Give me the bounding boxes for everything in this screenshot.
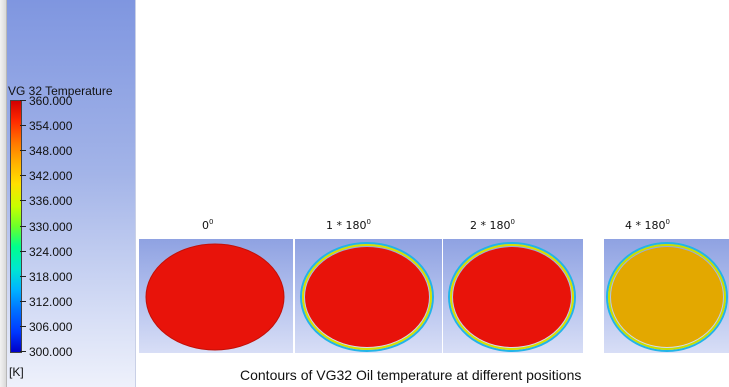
legend-tick-label: 348.000	[29, 144, 73, 158]
contour-panel-3	[604, 239, 729, 353]
contour-panel-2	[443, 239, 583, 353]
contour-disc	[145, 243, 285, 351]
legend-tick	[20, 251, 26, 252]
legend-tick	[20, 200, 26, 201]
legend-tick-label: 342.000	[29, 169, 73, 183]
contour-svg-2	[448, 242, 576, 352]
contour-disc	[611, 247, 723, 347]
legend-tick-label: 330.000	[29, 220, 73, 234]
legend-tick-label: 318.000	[29, 270, 73, 284]
legend-tick-label: 354.000	[29, 119, 73, 133]
legend-tick	[20, 276, 26, 277]
legend-unit: [K]	[9, 365, 24, 379]
contour-disc	[453, 247, 571, 347]
legend-tick	[20, 226, 26, 227]
figure-caption: Contours of VG32 Oil temperature at diff…	[240, 367, 582, 383]
legend-tick	[20, 100, 26, 101]
legend-tick-label: 336.000	[29, 194, 73, 208]
position-label-0: 00	[202, 218, 214, 232]
legend-edge	[0, 0, 7, 387]
legend-tick	[20, 150, 26, 151]
position-label-1: 1 * 1800	[326, 218, 371, 232]
legend-tick	[20, 326, 26, 327]
legend-tick	[20, 175, 26, 176]
legend-title: VG 32 Temperature	[8, 84, 113, 98]
legend-tick-label: 312.000	[29, 295, 73, 309]
contour-rim	[300, 242, 434, 352]
contour-panel-0	[139, 239, 293, 353]
legend-tick-label: 360.000	[29, 94, 73, 108]
legend-tick-label: 324.000	[29, 245, 73, 259]
legend-panel: VG 32 Temperature 360.000 354.000 348.00…	[0, 0, 136, 387]
contour-svg-1	[300, 242, 434, 352]
legend-tick	[20, 125, 26, 126]
position-label-3: 4 * 1800	[625, 218, 670, 232]
legend-tick-label: 306.000	[29, 320, 73, 334]
contour-rim-inner	[608, 244, 726, 350]
contour-rim	[606, 242, 728, 352]
contour-rim	[448, 242, 576, 352]
contour-disc	[305, 247, 429, 347]
contour-svg-0	[145, 243, 285, 351]
legend-tick	[20, 301, 26, 302]
legend-tick-label: 300.000	[29, 345, 73, 359]
contour-rim-inner	[450, 244, 574, 350]
contour-rim-inner	[302, 244, 432, 350]
contour-svg-3	[606, 242, 728, 352]
legend-tick	[20, 351, 26, 352]
position-label-2: 2 * 1800	[470, 218, 515, 232]
contour-panel-1	[295, 239, 442, 353]
